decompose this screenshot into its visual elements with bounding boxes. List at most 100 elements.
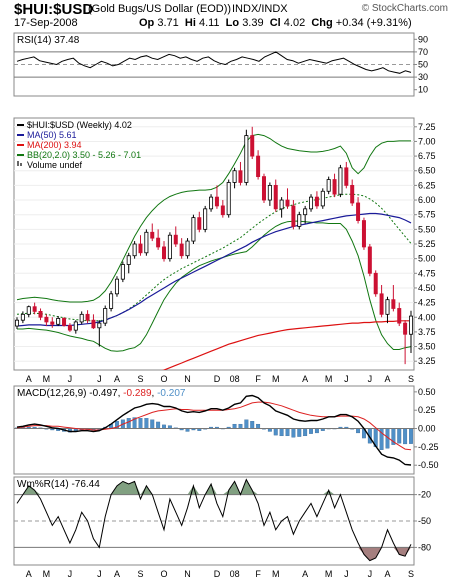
macd-signal-line (16, 401, 412, 451)
price-plot-area (14, 126, 413, 370)
macd-histogram-bar (238, 423, 243, 429)
low-label: Lo (225, 17, 240, 29)
macd-histogram-bar (291, 428, 296, 438)
williams-xaxis-tick-label: J (68, 569, 73, 579)
candle-body (326, 179, 331, 192)
macd-histogram-bar (397, 428, 402, 444)
price-axis-tick-label: 5.75 (418, 210, 436, 220)
change-label: Chg (311, 17, 333, 29)
candle-body (338, 167, 343, 195)
price-xaxis-tick-label: A (384, 374, 390, 384)
price-axis-tick-label: 3.50 (418, 342, 436, 352)
williams-xaxis-tick-label: J (97, 569, 102, 579)
price-xaxis-tick-label: J (368, 374, 373, 384)
williams-xaxis-tick-label: 08 (230, 569, 240, 579)
macd-histogram-bar (156, 421, 161, 429)
williams-xaxis-tick-label: A (114, 569, 120, 579)
candle-body (32, 306, 37, 312)
candle-body (267, 184, 272, 201)
quote-summary: Op 3.71 Hi 4.11 Lo 3.39 Cl 4.02 Chg +0.3… (139, 17, 412, 29)
candle-body (344, 167, 349, 186)
open-label: Op (139, 17, 155, 29)
ma50-line (16, 212, 412, 327)
candle-body (167, 234, 172, 260)
candle-body (56, 318, 61, 325)
candle-body (179, 243, 184, 257)
candle-body (373, 272, 378, 295)
williams-axis-tick-label: -80 (418, 542, 431, 552)
macd-title-part: , (152, 388, 158, 399)
williams-xaxis-tick-label: D (214, 569, 221, 579)
price-xaxis-tick-label: A (26, 374, 32, 384)
candle-body (397, 308, 402, 324)
williams-xaxis-tick-label: M (325, 569, 333, 579)
macd-line (16, 394, 412, 466)
price-xaxis-tick-label: S (137, 374, 143, 384)
macd-title-part: , (118, 388, 124, 399)
rsi-axis-tick-label: 70 (418, 47, 428, 57)
rsi-title: RSI(14) 37.48 (17, 35, 80, 46)
williams-title: Wm%R(14) -76.44 (17, 479, 100, 490)
candle-body (109, 293, 114, 309)
price-axis-tick-label: 5.50 (418, 224, 436, 234)
candle-body (273, 184, 278, 210)
williams-axis-tick-label: -50 (418, 516, 431, 526)
price-xaxis-tick-label: S (408, 374, 414, 384)
rsi-axis-tick-label: 50 (418, 60, 428, 70)
price-xaxis-tick-label: J (344, 374, 349, 384)
williams-xaxis-tick-label: M (272, 569, 280, 579)
williams-xaxis-tick-label: A (302, 569, 308, 579)
price-xaxis-tick-label: F (255, 374, 261, 384)
price-axis-tick-label: 3.75 (418, 327, 436, 337)
macd-histogram-bar (297, 428, 302, 437)
candle-body (138, 243, 143, 254)
macd-axis-tick-label: 0.25 (418, 405, 436, 415)
price-axis-tick-label: 6.50 (418, 166, 436, 176)
candle-body (226, 182, 231, 216)
candle-body (173, 234, 178, 245)
candle-body (250, 135, 255, 157)
candle-body (85, 313, 90, 321)
rsi-axis-tick-label: 90 (418, 34, 428, 44)
candle-body (367, 246, 372, 274)
rsi-axis-tick-label: 10 (418, 85, 428, 95)
candle-body (79, 313, 84, 323)
candle-body (332, 179, 337, 195)
price-axis-tick-label: 6.75 (418, 151, 436, 161)
macd-histogram-bar (144, 418, 149, 429)
legend-bollinger: BB(20,2.0) 3.50 - 5.26 - 7.01 (27, 150, 141, 160)
candle-body (314, 196, 319, 207)
brand-watermark: © StockCharts.com (361, 3, 448, 14)
legend-volume-swatch-2 (20, 163, 22, 166)
candle-body (256, 155, 261, 178)
candle-body (162, 246, 167, 260)
price-xaxis-tick-label: M (325, 374, 333, 384)
legend-ma200: MA(200) 3.94 (27, 140, 82, 150)
close-label: Cl (269, 17, 281, 29)
macd-histogram-bar (285, 428, 290, 437)
ma200-line (162, 320, 411, 370)
candle-body (97, 322, 102, 329)
macd-histogram-bar (314, 428, 319, 434)
candle-body (356, 202, 361, 221)
candle-body (67, 325, 72, 331)
candle-body (403, 322, 408, 335)
bollinger-middle-band (16, 193, 412, 322)
price-axis-tick-label: 5.25 (418, 239, 436, 249)
macd-histogram-bar (150, 419, 155, 429)
price-axis-tick-label: 3.25 (418, 356, 436, 366)
legend-volume-swatch-1 (17, 161, 19, 166)
williams-series-line (16, 478, 412, 562)
price-axis-tick-label: 7.25 (418, 122, 436, 132)
candle-body (285, 199, 290, 207)
williams-xaxis-tick-label: A (384, 569, 390, 579)
candle-body (191, 217, 196, 242)
macd-title-part: -0.497 (89, 388, 118, 399)
legend-ma50: MA(50) 5.61 (27, 130, 77, 140)
candle-body (361, 220, 366, 248)
candle-body (50, 321, 55, 325)
candle-body (244, 135, 249, 183)
williams-xaxis-tick-label: A (26, 569, 32, 579)
candle-body (303, 208, 308, 216)
macd-histogram-bar (126, 418, 131, 429)
